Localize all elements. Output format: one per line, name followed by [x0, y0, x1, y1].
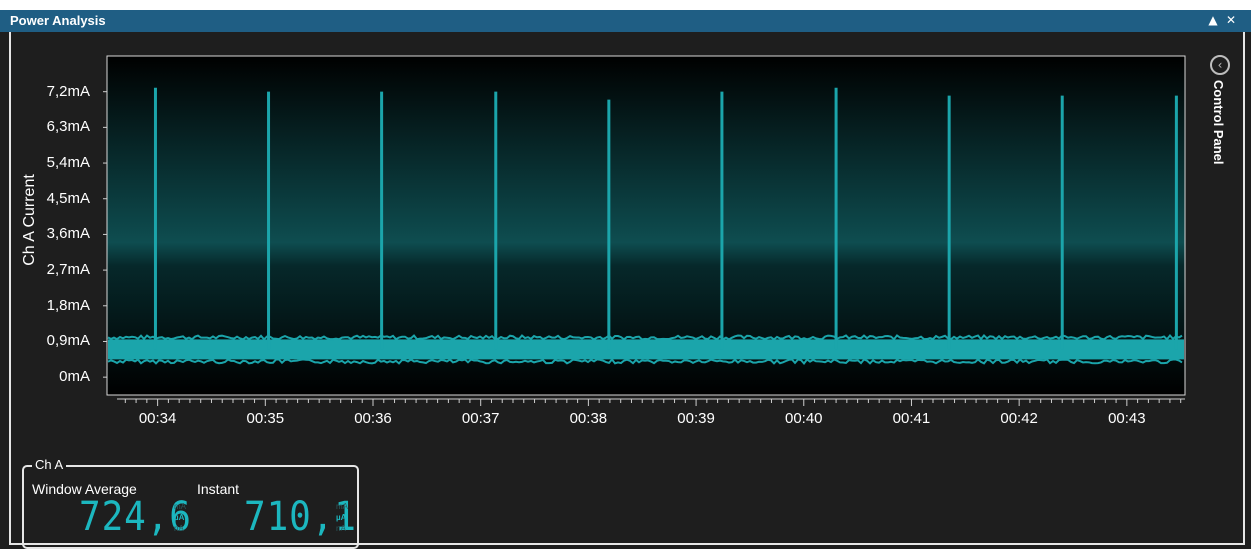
x-tick-label: 00:42 — [1000, 410, 1038, 427]
y-axis-label: Ch A Current — [21, 174, 38, 266]
y-tick-label: 7,2mA — [46, 82, 90, 100]
y-tick-label: 1,8mA — [46, 296, 90, 314]
series-layer — [107, 87, 1184, 365]
unit-na: nA — [174, 524, 184, 533]
unit-ma: mA — [336, 502, 348, 511]
chevron-up-icon[interactable]: ▲ — [1208, 13, 1218, 27]
control-panel-toggle[interactable]: ‹ Control Panel — [1205, 55, 1235, 185]
baseline-noise-band — [108, 339, 1184, 360]
window-average-units: mA µA nA — [174, 501, 186, 534]
baseline-noise-upper — [107, 333, 1183, 341]
window-title: Power Analysis — [10, 13, 106, 28]
power-analysis-window: Power Analysis ▲ ✕ Ch A Current 7,2mA 6,3… — [0, 10, 1251, 549]
channel-a-panel: Ch A Window Average 724,6 mA µA nA Insta… — [22, 457, 359, 549]
chevron-left-circle-icon[interactable]: ‹ — [1210, 55, 1230, 75]
content-frame — [9, 32, 1245, 545]
x-tick-label: 00:37 — [461, 410, 500, 427]
x-tick-label: 00:35 — [246, 410, 285, 427]
y-tick-label: 0,9mA — [46, 332, 90, 350]
instant-label: Instant — [197, 481, 240, 497]
y-tick-label: 3,6mA — [46, 225, 90, 243]
x-tick-label: 00:36 — [354, 410, 392, 427]
x-axis-ticks — [117, 398, 1185, 406]
unit-ua: µA — [174, 513, 185, 522]
x-tick-label: 00:40 — [784, 410, 823, 427]
baseline-noise-lower — [107, 357, 1183, 365]
y-tick-label: 5,4mA — [46, 154, 90, 172]
y-tick-label: 0mA — [59, 368, 90, 386]
x-tick-label: 00:39 — [677, 410, 715, 427]
unit-na: nA — [336, 524, 346, 533]
control-panel-label[interactable]: Control Panel — [1211, 80, 1226, 165]
x-tick-label: 00:34 — [138, 410, 177, 427]
window-average-label: Window Average — [32, 481, 137, 497]
title-bar: Power Analysis ▲ ✕ — [0, 10, 1251, 32]
y-tick-label: 4,5mA — [46, 189, 90, 207]
x-tick-label: 00:41 — [892, 410, 931, 427]
unit-ua: µA — [336, 513, 347, 522]
window-average-value: 724,6 — [79, 494, 192, 540]
channel-a-title: Ch A — [32, 457, 67, 472]
instant-value: 710,1 — [244, 494, 357, 540]
y-axis-ticks — [103, 91, 107, 378]
close-icon[interactable]: ✕ — [1225, 13, 1237, 27]
unit-ma: mA — [174, 502, 186, 511]
current-chart — [103, 55, 1186, 406]
y-tick-label: 2,7mA — [46, 261, 90, 279]
x-tick-label: 00:43 — [1108, 410, 1146, 427]
instant-units: mA µA nA — [336, 501, 348, 534]
x-tick-label: 00:38 — [569, 410, 608, 427]
y-tick-label: 6,3mA — [46, 118, 90, 136]
